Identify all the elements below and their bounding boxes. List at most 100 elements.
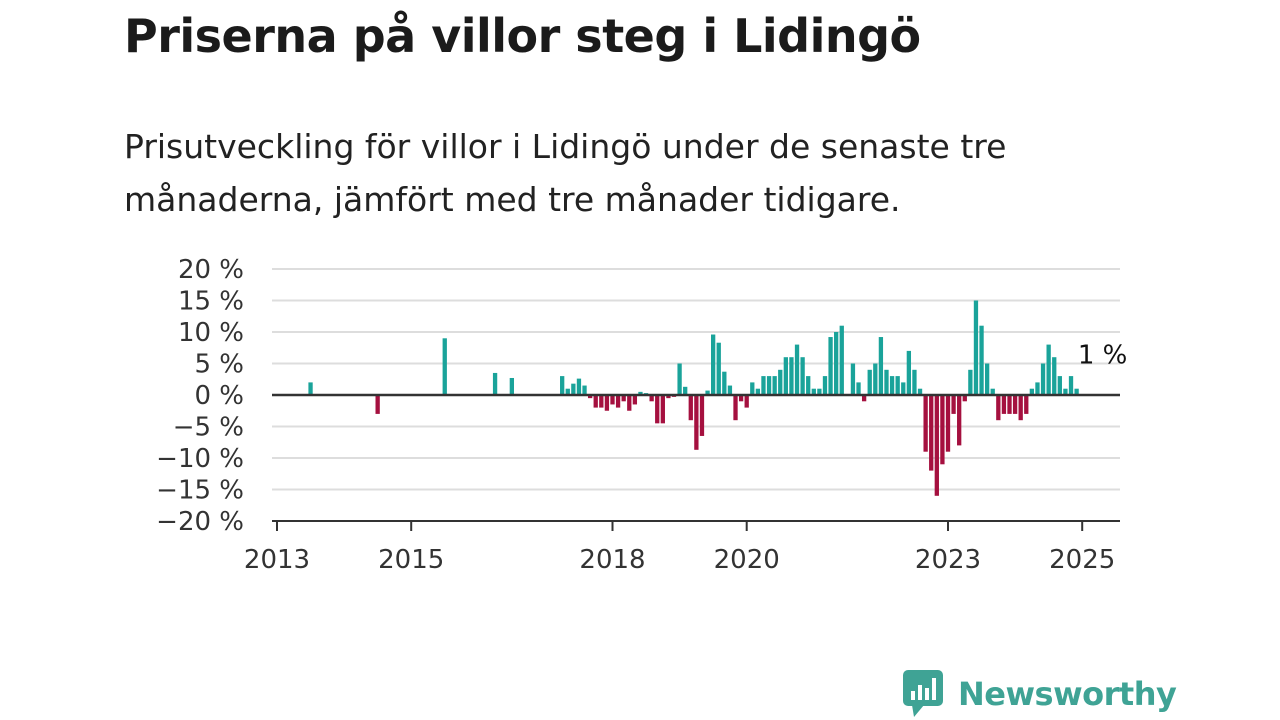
bar — [778, 369, 783, 395]
bar — [906, 350, 912, 395]
bar — [1052, 357, 1057, 395]
bar — [817, 388, 822, 395]
y-tick-label: −5 % — [173, 413, 244, 443]
bar — [834, 332, 839, 395]
bar — [940, 395, 945, 465]
bar — [565, 388, 570, 395]
bar — [917, 388, 923, 395]
bar — [951, 395, 956, 414]
bar — [733, 395, 738, 421]
bar — [856, 382, 861, 395]
bar — [1001, 395, 1007, 414]
bar — [822, 376, 828, 395]
bar — [660, 395, 665, 424]
bar — [1046, 344, 1051, 395]
bar — [1063, 388, 1068, 395]
bar — [766, 376, 772, 395]
bar — [761, 376, 766, 395]
bar — [560, 376, 565, 395]
bar — [996, 395, 1001, 421]
bar — [1029, 388, 1035, 395]
bar — [599, 395, 604, 408]
bar — [783, 357, 788, 395]
bar — [839, 325, 844, 395]
end-value-label: 1 % — [1078, 341, 1128, 371]
bar — [1057, 376, 1062, 395]
y-tick-label: 15 % — [178, 287, 244, 317]
bar — [576, 378, 582, 395]
bar — [772, 376, 777, 395]
x-tick-label: 2013 — [244, 545, 310, 575]
bar — [929, 395, 934, 471]
bar — [688, 395, 693, 421]
chart-subtitle: Prisutveckling för villor i Lidingö unde… — [124, 127, 1007, 219]
bar — [375, 395, 380, 414]
bar — [934, 395, 939, 496]
bar — [582, 385, 587, 395]
y-tick-label: 20 % — [178, 255, 244, 285]
bar — [705, 390, 710, 395]
bar — [973, 300, 979, 395]
x-tick-label: 2023 — [915, 545, 981, 575]
brand-name: Newsworthy — [958, 675, 1177, 713]
bar — [957, 395, 962, 446]
bar — [962, 395, 967, 402]
brand-logo: Newsworthy — [902, 670, 1177, 718]
y-tick-label: −15 % — [156, 476, 244, 506]
bar — [794, 344, 800, 395]
bar — [878, 337, 884, 395]
bar — [722, 371, 727, 395]
bar — [649, 395, 654, 402]
bar — [683, 386, 688, 395]
bar — [828, 337, 833, 395]
bar — [1074, 388, 1079, 395]
bar — [979, 325, 984, 395]
bar — [850, 363, 856, 395]
bar — [1040, 363, 1046, 395]
bar — [1007, 395, 1012, 414]
bar — [711, 334, 716, 395]
bar — [727, 385, 733, 395]
bar — [442, 338, 447, 395]
x-tick-label: 2018 — [579, 545, 645, 575]
bar — [789, 357, 794, 395]
y-tick-label: 0 % — [194, 381, 244, 411]
bar — [694, 395, 699, 450]
y-tick-label: 5 % — [194, 350, 244, 380]
bar — [867, 369, 872, 395]
bar — [895, 376, 900, 395]
bar — [1024, 395, 1029, 414]
bar — [627, 395, 632, 411]
bar — [610, 395, 615, 405]
bar — [750, 382, 755, 395]
bar — [923, 395, 928, 452]
bar — [861, 395, 867, 402]
bar — [621, 395, 626, 402]
bar — [990, 388, 995, 395]
bar — [738, 395, 744, 402]
bar — [912, 369, 917, 395]
bar — [755, 388, 761, 395]
bar — [716, 342, 721, 395]
bar — [889, 376, 895, 395]
bar — [744, 395, 749, 408]
bar — [984, 363, 990, 395]
x-tick-label: 2020 — [714, 545, 780, 575]
y-tick-label: 10 % — [178, 318, 244, 348]
bar — [492, 372, 498, 395]
y-tick-label: −10 % — [156, 444, 244, 474]
bar — [1068, 376, 1074, 395]
bar — [968, 369, 973, 395]
bar — [800, 357, 805, 395]
bar — [945, 395, 951, 452]
bar — [811, 388, 816, 395]
bar — [1018, 395, 1023, 421]
bar — [806, 376, 811, 395]
bar — [901, 382, 906, 395]
x-tick-label: 2025 — [1049, 545, 1115, 575]
bar — [509, 377, 514, 395]
x-tick-label: 2015 — [378, 545, 444, 575]
bar — [873, 363, 878, 395]
bar — [666, 395, 671, 399]
